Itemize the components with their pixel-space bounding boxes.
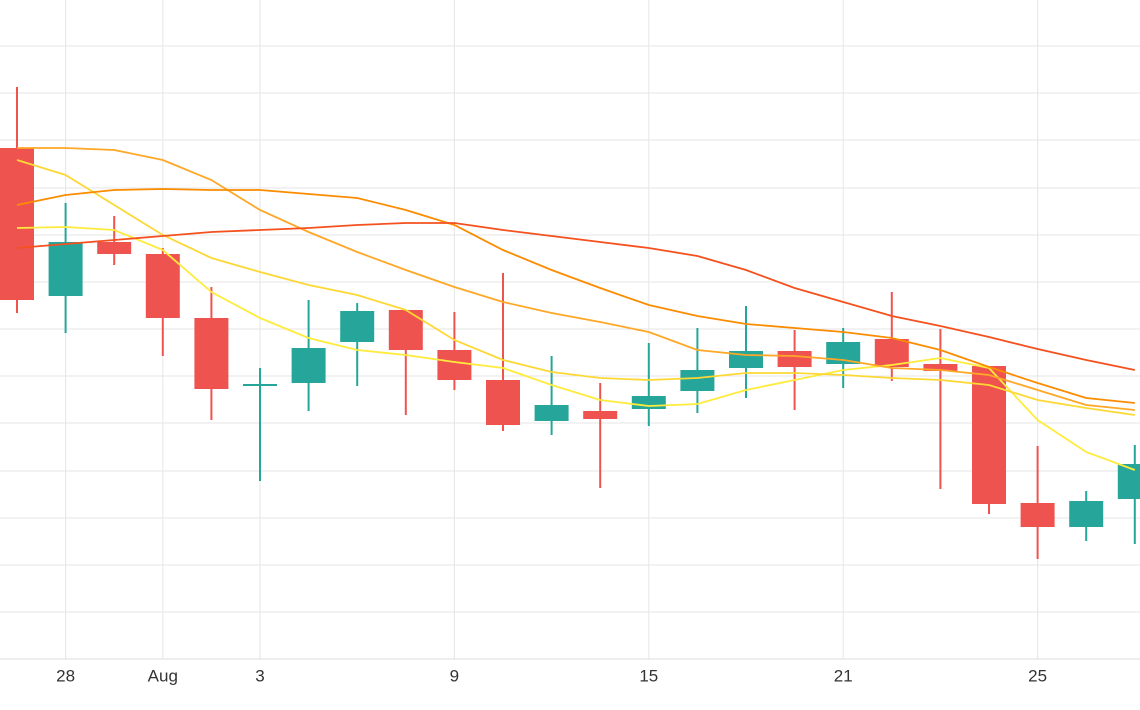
moving-average-line bbox=[17, 147, 1135, 411]
candle-body bbox=[631, 396, 666, 409]
candle-body bbox=[340, 311, 375, 342]
candle-body bbox=[243, 384, 277, 386]
candle-body bbox=[680, 370, 715, 391]
candle-body bbox=[923, 364, 958, 371]
candle-body bbox=[291, 348, 326, 383]
candle-body bbox=[0, 148, 34, 300]
x-tick-label: 25 bbox=[1028, 666, 1047, 685]
candle-body bbox=[388, 310, 423, 350]
moving-average-line bbox=[16, 188, 1135, 404]
candle-body bbox=[97, 242, 132, 254]
candle-body bbox=[48, 242, 83, 296]
x-tick-label: 21 bbox=[834, 666, 853, 685]
moving-average-line bbox=[16, 159, 1135, 416]
candle-body bbox=[437, 350, 472, 380]
candle-body bbox=[777, 351, 812, 367]
candle-body bbox=[972, 366, 1006, 504]
x-tick-label: 3 bbox=[255, 666, 264, 685]
x-tick-label: 28 bbox=[56, 666, 75, 685]
candle-body bbox=[194, 318, 229, 389]
candle-body bbox=[1117, 464, 1140, 499]
candle-body bbox=[1020, 503, 1055, 527]
candle-body bbox=[486, 380, 520, 425]
moving-average-line bbox=[16, 222, 1135, 371]
candle-body bbox=[1069, 501, 1104, 527]
candle-body bbox=[874, 339, 909, 367]
candle-body bbox=[145, 254, 180, 318]
moving-average-line bbox=[16, 226, 1136, 471]
candle-body bbox=[534, 405, 569, 421]
x-tick-label: 9 bbox=[450, 666, 459, 685]
x-tick-label: 15 bbox=[639, 666, 658, 685]
x-tick-label: Aug bbox=[148, 666, 178, 685]
candle-body bbox=[583, 411, 618, 419]
